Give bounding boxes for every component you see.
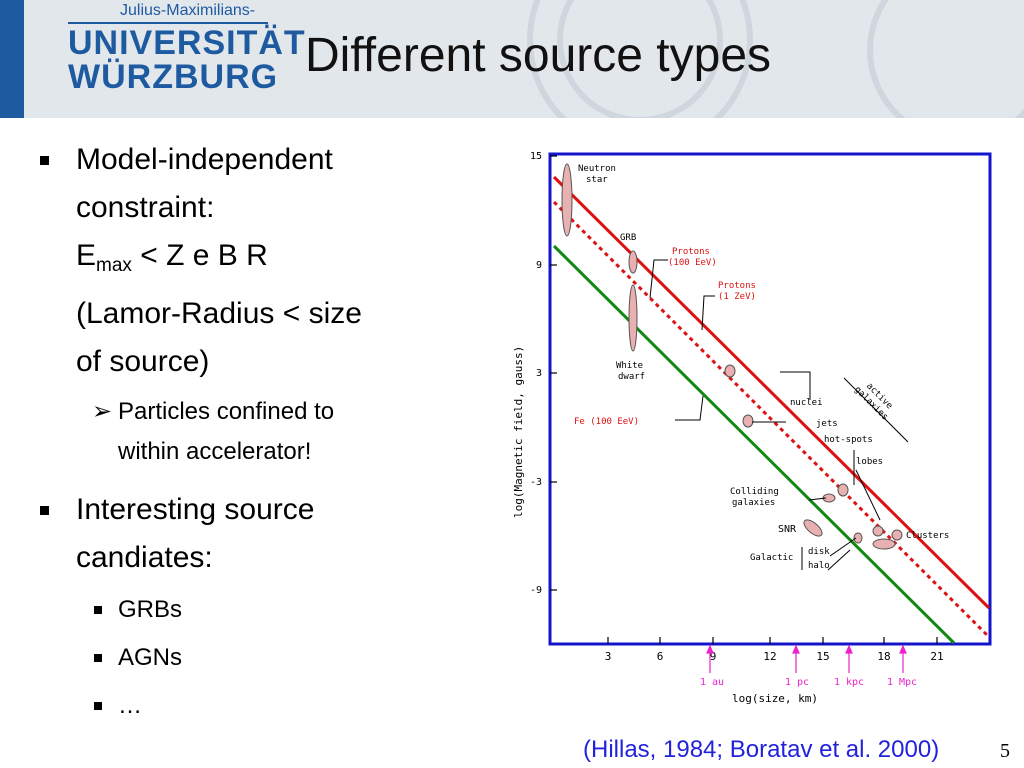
bullet-text: of source) <box>76 345 210 378</box>
logo-divider <box>68 22 268 24</box>
label-protons-100eev: (100 EeV) <box>668 258 717 268</box>
bullet-square-icon <box>94 702 102 710</box>
emax-formula: Emax < Z e B R <box>76 239 268 276</box>
label-white-dwarf: dwarf <box>618 372 645 382</box>
label-hot-spots: hot-spots <box>824 435 873 445</box>
hillas-diagram: 15 9 3 -3 -9 log(Magnetic field, gauss) … <box>512 151 992 705</box>
lobes-source <box>837 483 849 497</box>
x-axis-label: log(size, km) <box>732 692 818 705</box>
label-galactic: Galactic <box>750 553 793 563</box>
label-nuclei: nuclei <box>790 398 823 408</box>
x-axis-ticks <box>607 637 938 644</box>
label-protons-1zev: Protons <box>718 281 756 291</box>
snr-source <box>803 519 823 537</box>
white-dwarf-source <box>628 284 638 352</box>
sub-bullet-agns: AGNs <box>36 634 466 682</box>
bullet-square-icon <box>40 156 49 165</box>
slide-header: Julius-Maximilians- UNIVERSITÄT WÜRZBURG… <box>0 0 1024 118</box>
bullet-text: Model-independent <box>76 143 333 176</box>
protons-1zev-line <box>552 200 991 639</box>
scale-markers <box>706 644 907 673</box>
label-white-dwarf: White <box>616 361 643 371</box>
label-fe-100eev: Fe (100 EeV) <box>574 417 639 427</box>
y-axis-label: log(Magnetic field, gauss) <box>512 346 525 518</box>
x-tick-label: 12 <box>763 650 776 663</box>
y-axis-ticks <box>550 155 557 591</box>
label-grb: GRB <box>620 233 636 243</box>
logo-line-1: UNIVERSITÄT <box>68 24 306 62</box>
scale-marker-kpc: 1 kpc <box>834 677 864 688</box>
x-tick-label: 15 <box>816 650 829 663</box>
bullet-square-icon <box>94 654 102 662</box>
galactic-disk-source <box>853 532 863 544</box>
y-tick-label: 9 <box>536 260 542 271</box>
cluster-halo-source <box>872 538 896 550</box>
hot-spot-source <box>872 525 884 537</box>
slide-title: Different source types <box>305 29 772 82</box>
bullet-text: (Lamor-Radius < size <box>76 297 362 330</box>
y-tick-label: 15 <box>530 151 542 162</box>
label-protons-100eev: Protons <box>672 247 710 257</box>
sub-bullet-text: Particles confined to <box>118 398 335 425</box>
bullet-square-icon <box>94 606 102 614</box>
citation: (Hillas, 1984; Boratav et al. 2000) <box>583 736 940 763</box>
brand-bar <box>0 0 24 118</box>
bullet-constraint: Model-independent constraint: Emax < Z e… <box>36 136 466 386</box>
x-tick-label: 18 <box>877 650 890 663</box>
sub-bullet-particles: ➢ Particles confined to within accelerat… <box>36 392 466 472</box>
sub-bullet-text: within accelerator! <box>118 438 312 465</box>
fe-100eev-line <box>552 244 956 645</box>
y-tick-label: -9 <box>530 585 542 596</box>
scale-marker-au: 1 au <box>700 677 724 688</box>
label-jets: jets <box>816 419 838 429</box>
protons-100eev-line <box>552 175 991 610</box>
university-logo: UNIVERSITÄT WÜRZBURG <box>68 26 306 94</box>
label-neutron-star: Neutron <box>578 164 616 174</box>
logo-subtitle: Julius-Maximilians- <box>120 2 256 19</box>
arrow-bullet-icon: ➢ <box>92 398 113 425</box>
label-lobes: lobes <box>856 457 883 467</box>
plot-frame <box>548 152 992 646</box>
page-number: 5 <box>1000 740 1010 762</box>
jets-source <box>742 414 754 428</box>
bullet-list: Model-independent constraint: Emax < Z e… <box>36 136 466 730</box>
scale-marker-pc: 1 pc <box>785 677 809 688</box>
grb-source <box>628 250 638 274</box>
bullet-source-candidates: Interesting source candiates: <box>36 486 466 582</box>
label-neutron-star: star <box>586 175 608 185</box>
sub-bullet-grbs: GRBs <box>36 586 466 634</box>
header-decoration <box>527 0 1024 118</box>
x-tick-label: 21 <box>930 650 943 663</box>
x-tick-label: 9 <box>710 650 717 663</box>
logo-line-2: WÜRZBURG <box>68 58 279 96</box>
neutron-star-source <box>561 163 573 237</box>
label-colliding-galaxies: Colliding <box>730 487 779 497</box>
label-disk: disk <box>808 547 830 557</box>
label-colliding-galaxies: galaxies <box>732 498 775 508</box>
label-clusters: Clusters <box>906 531 949 541</box>
clusters-source <box>891 529 903 541</box>
bullet-text: Interesting source <box>76 493 315 526</box>
y-tick-label: 3 <box>536 368 542 379</box>
x-tick-label: 6 <box>657 650 664 663</box>
sub-bullet-ellipsis: … <box>36 682 466 730</box>
sub-bullet-text: GRBs <box>118 596 183 623</box>
label-halo: halo <box>808 561 830 571</box>
bullet-text: constraint: <box>76 191 215 224</box>
active-galaxies-line <box>843 377 909 443</box>
label-snr: SNR <box>778 524 797 535</box>
annotation-pointers <box>649 259 881 571</box>
sub-bullet-text: AGNs <box>118 644 183 671</box>
label-protons-1zev: (1 ZeV) <box>718 292 756 302</box>
bullet-square-icon <box>40 506 49 515</box>
nuclei-source <box>724 364 736 378</box>
y-tick-label: -3 <box>530 477 542 488</box>
bullet-text: candiates: <box>76 541 213 574</box>
scale-marker-mpc: 1 Mpc <box>887 677 917 688</box>
x-tick-label: 3 <box>605 650 612 663</box>
sub-bullet-text: … <box>118 692 142 719</box>
